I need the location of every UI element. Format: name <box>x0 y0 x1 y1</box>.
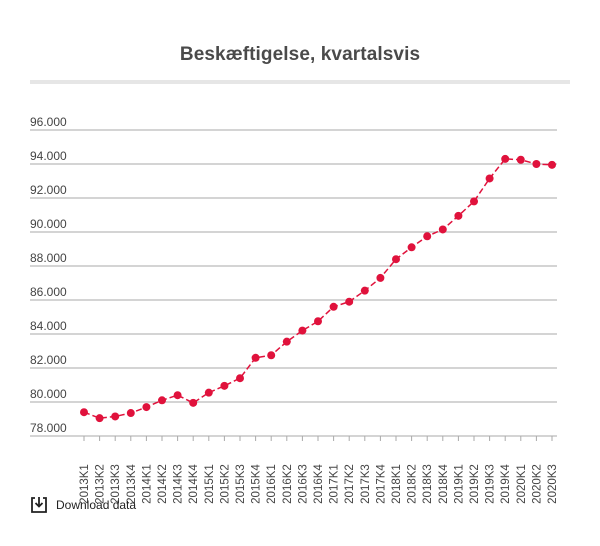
x-tick-label: 2015K4 <box>251 464 263 504</box>
data-point <box>251 353 260 362</box>
y-tick-label: 92.000 <box>30 183 67 197</box>
x-tick-label: 2013K1 <box>79 464 91 504</box>
x-tick-label: 2018K2 <box>407 464 419 504</box>
x-tick-label: 2014K1 <box>141 464 153 504</box>
data-point <box>314 317 322 326</box>
data-point <box>501 154 510 163</box>
data-point <box>548 160 556 169</box>
x-tick-label: 2013K3 <box>110 464 122 504</box>
x-tick-label: 2019K2 <box>469 464 481 504</box>
x-tick-label: 2013K2 <box>95 464 107 504</box>
x-tick-label: 2018K3 <box>422 464 434 504</box>
x-tick-label: 2018K1 <box>391 464 403 504</box>
x-tick-label: 2017K4 <box>375 464 387 504</box>
x-tick-label: 2020K3 <box>547 464 559 504</box>
chart-title: Beskæftigelse, kvartalsvis <box>179 44 421 65</box>
data-point <box>360 286 369 295</box>
title-divider <box>30 80 570 84</box>
data-point <box>485 174 494 183</box>
data-point <box>282 337 291 346</box>
data-point <box>267 351 276 360</box>
data-point <box>329 302 338 311</box>
data-point <box>376 273 385 282</box>
data-point <box>204 388 213 397</box>
x-tick-label: 2018K4 <box>438 464 450 504</box>
x-tick-label: 2019K1 <box>453 464 465 504</box>
data-point <box>80 408 88 417</box>
data-point <box>392 255 400 264</box>
x-tick-label: 2015K3 <box>235 464 247 504</box>
data-point <box>407 243 416 252</box>
data-point <box>142 403 151 412</box>
y-tick-label: 80.000 <box>30 387 67 401</box>
data-point <box>532 160 541 168</box>
download-data-label: Download data <box>56 498 137 512</box>
data-point <box>220 381 229 390</box>
download-icon <box>30 496 48 514</box>
x-tick-label: 2013K4 <box>126 464 138 504</box>
data-point <box>111 412 120 421</box>
data-point <box>438 225 447 234</box>
x-tick-label: 2014K4 <box>188 464 200 504</box>
x-tick-label: 2015K1 <box>204 464 216 504</box>
data-point <box>95 414 104 423</box>
download-data-button[interactable]: Download data <box>30 495 136 515</box>
x-tick-label: 2017K2 <box>344 464 356 504</box>
x-tick-label: 2016K2 <box>282 464 294 504</box>
x-tick-label: 2015K2 <box>219 464 231 504</box>
x-tick-label: 2014K3 <box>173 464 185 504</box>
x-tick-label: 2017K1 <box>329 464 341 504</box>
x-tick-label: 2020K1 <box>516 464 528 504</box>
y-tick-label: 86.000 <box>30 285 67 299</box>
x-tick-label: 2014K2 <box>157 464 169 504</box>
data-point <box>298 326 307 335</box>
data-point <box>236 374 244 383</box>
y-tick-label: 94.000 <box>30 149 67 163</box>
y-tick-label: 90.000 <box>30 217 67 231</box>
y-tick-label: 84.000 <box>30 319 67 333</box>
data-point <box>423 232 432 241</box>
data-point <box>126 409 135 418</box>
y-tick-label: 96.000 <box>30 115 67 129</box>
data-point <box>454 211 463 220</box>
x-tick-label: 2020K2 <box>531 464 543 504</box>
x-tick-label: 2019K4 <box>500 464 512 504</box>
y-tick-label: 88.000 <box>30 251 67 265</box>
data-point <box>345 297 354 306</box>
x-tick-label: 2016K1 <box>266 464 278 504</box>
x-tick-label: 2016K3 <box>297 464 309 504</box>
x-tick-label: 2019K3 <box>485 464 497 504</box>
y-tick-label: 78.000 <box>30 421 67 435</box>
x-tick-label: 2016K4 <box>313 464 325 504</box>
data-point <box>173 391 182 400</box>
data-point <box>516 155 525 164</box>
data-point <box>470 197 478 206</box>
data-point <box>158 396 166 405</box>
data-point <box>189 398 198 407</box>
y-tick-label: 82.000 <box>30 353 67 367</box>
x-tick-label: 2017K3 <box>360 464 372 504</box>
